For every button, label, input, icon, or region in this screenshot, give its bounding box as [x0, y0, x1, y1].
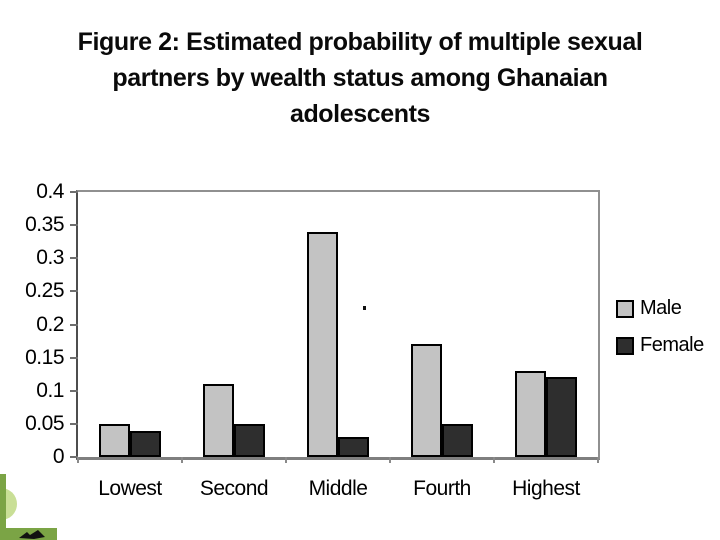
y-tick-label: 0.3	[36, 246, 64, 270]
bird-icon	[19, 530, 45, 539]
x-category-label: Lowest	[98, 477, 162, 500]
bar-female-fourth	[442, 424, 473, 457]
bar-male-middle	[307, 232, 338, 457]
y-tick-label: 0.05	[25, 411, 64, 435]
title-line-3: adolescents	[289, 100, 431, 128]
y-tick-mark	[70, 323, 78, 326]
y-tick-mark	[70, 422, 78, 425]
bar-female-lowest	[130, 431, 161, 457]
y-tick-mark	[70, 191, 78, 193]
x-tick-mark	[597, 457, 599, 463]
bar-male-fourth	[411, 344, 442, 457]
y-tick-label: 0.25	[25, 279, 64, 303]
y-tick-mark	[70, 224, 78, 227]
legend-swatch-female	[616, 336, 634, 355]
y-tick-label: 0.2	[36, 312, 64, 336]
x-category-label: Highest	[512, 477, 580, 500]
bar-male-second	[203, 384, 234, 457]
legend-swatch-male	[616, 299, 634, 318]
y-tick-label: 0.4	[36, 180, 64, 203]
y-tick-label: 0.15	[25, 345, 64, 369]
y-tick-mark	[70, 389, 78, 392]
bar-female-second	[234, 424, 265, 457]
x-tick-mark	[181, 457, 183, 463]
stray-dot-artifact	[363, 306, 366, 310]
y-tick-mark	[70, 257, 78, 260]
title-line-2: partners by wealth status among Ghanaian	[112, 64, 608, 92]
legend-item-male: Male	[616, 297, 704, 320]
x-tick-mark	[389, 457, 391, 463]
legend-label: Male	[640, 297, 682, 319]
title-line-1: Figure 2: Estimated probability of multi…	[77, 28, 643, 56]
chart-legend: Male Female	[616, 297, 704, 371]
legend-item-female: Female	[616, 334, 704, 357]
y-tick-label: 0	[52, 445, 65, 468]
x-category-label: Second	[199, 477, 269, 500]
x-tick-mark	[77, 457, 79, 463]
x-tick-mark	[493, 457, 495, 463]
y-tick-mark	[70, 290, 78, 293]
bar-female-highest	[546, 377, 577, 457]
bar-male-lowest	[99, 424, 130, 457]
legend-label: Female	[640, 334, 704, 356]
x-category-label: Fourth	[413, 477, 471, 500]
corner-left-bar-decoration	[0, 474, 6, 540]
y-tick-mark	[70, 456, 78, 458]
chart-title: Figure 2: Estimated probability of multi…	[40, 24, 680, 132]
bar-male-highest	[515, 371, 546, 457]
x-category-label: Middle	[308, 477, 368, 500]
x-tick-mark	[285, 457, 287, 463]
y-tick-label: 0.35	[25, 213, 64, 237]
y-tick-mark	[70, 356, 78, 359]
plot-frame	[76, 190, 600, 460]
y-tick-label: 0.1	[36, 378, 64, 402]
bar-female-middle	[338, 437, 369, 457]
